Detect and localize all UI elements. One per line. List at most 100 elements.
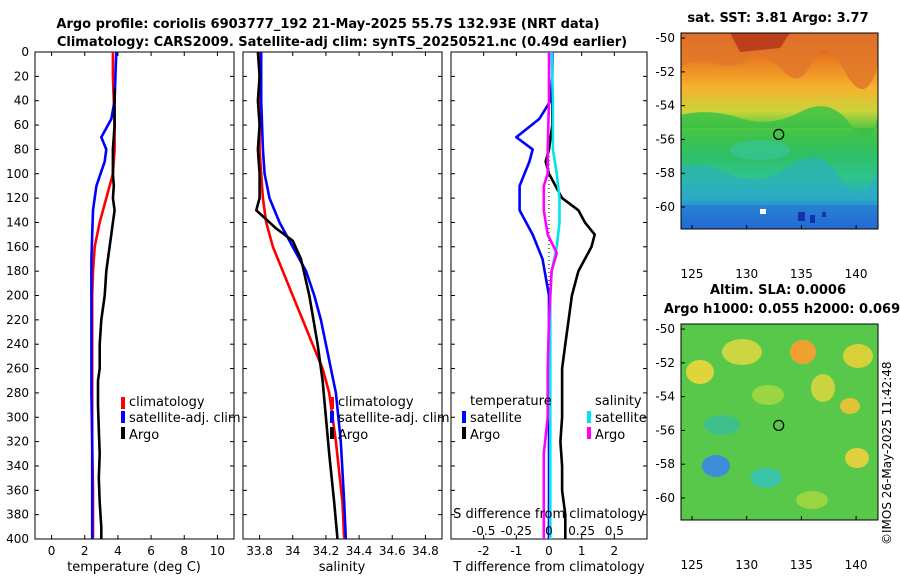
sla-map-frame: [680, 323, 879, 521]
legend-swatch-t-argo: [462, 427, 466, 439]
y-tick-label: 260: [6, 362, 29, 376]
salinity-series: [254, 51, 348, 540]
legend-label-climatology: climatology: [129, 395, 205, 410]
map-y-tick-label: -50: [655, 31, 675, 45]
y-tick-label: 20: [14, 69, 29, 83]
y-tick-label: 320: [6, 435, 29, 449]
map-x-tick-label: 135: [790, 558, 813, 572]
y-tick-label: 200: [6, 289, 29, 303]
x-tick-label: 0: [48, 544, 56, 558]
x-tick-label: 2: [81, 544, 89, 558]
map-x-tick-label: 125: [680, 267, 703, 281]
map-y-tick-label: -60: [655, 491, 675, 505]
y-tick-label: 240: [6, 337, 29, 351]
s-tick-label: -0.5: [472, 524, 495, 538]
legend-label-climatology: climatology: [338, 395, 414, 410]
map-y-tick-label: -50: [655, 322, 675, 336]
sst-map-frame: [680, 32, 879, 230]
y-tick-label: 220: [6, 313, 29, 327]
legend-label-argo: Argo: [129, 428, 159, 443]
x-tick-label: 0: [545, 544, 553, 558]
salinity-x-label: salinity: [319, 560, 366, 575]
series-line-satellite-adj-clim: [90, 51, 118, 539]
legend-label-satellite-adj: satellite-adj. clim: [338, 411, 450, 426]
x-tick-label: 4: [114, 544, 122, 558]
legend-label-s-argo: Argo: [595, 428, 625, 443]
legend-swatch-s-argo: [587, 427, 591, 439]
map-y-tick-label: -58: [655, 457, 675, 471]
legend-swatch-climatology: [330, 397, 334, 409]
sst-profile-marker: [773, 128, 785, 140]
legend-swatch-t-satellite: [462, 411, 466, 423]
y-tick-label: 380: [6, 508, 29, 522]
sla-map-x-ticks: 125 130 135 140: [680, 516, 868, 572]
sla-field: [681, 324, 878, 520]
t-difference-x-label: T difference from climatology: [452, 560, 645, 575]
s-tick-label: 0.25: [568, 524, 595, 538]
y-tick-label: 40: [14, 94, 29, 108]
x-tick-label: -2: [478, 544, 490, 558]
y-tick-label: 140: [6, 215, 29, 229]
sst-map-panel: sat. SST: 3.81 Argo: 3.77 -50-52-54-56-5…: [655, 11, 879, 281]
series-line-satellite-adj-clim: [259, 52, 348, 540]
map-x-tick-label: 125: [680, 558, 703, 572]
s-tick-label: -0.25: [501, 524, 532, 538]
title-line-1: Argo profile: coriolis 6903777_192 21-Ma…: [56, 17, 599, 32]
x-tick-label: 6: [147, 544, 155, 558]
map-y-tick-label: -56: [655, 132, 675, 146]
legend-label-t-satellite: satellite: [470, 411, 522, 426]
sst-map-title: sat. SST: 3.81 Argo: 3.77: [687, 11, 868, 26]
map-y-tick-label: -52: [655, 65, 675, 79]
s-difference-label: S difference from climatology: [453, 507, 645, 522]
temperature-y-ticks: 0 20 40 60 80 100 120 140 160 180 200 220 240 260 280 3…: [6, 45, 234, 546]
x-tick-label: 33.8: [246, 544, 273, 558]
difference-panel: -2 -1 0 1 2 T difference from climatology S …: [450, 51, 648, 575]
sst-map-x-ticks: 125 130 135 140: [680, 225, 868, 281]
x-tick-label: 34.6: [379, 544, 406, 558]
sla-profile-marker: [773, 419, 785, 431]
y-tick-label: 80: [14, 142, 29, 156]
sla-map-panel: Altim. SLA: 0.0006 Argo h1000: 0.055 h20…: [655, 283, 900, 572]
temperature-x-label: temperature (deg C): [67, 560, 201, 575]
series-line-argo: [254, 51, 339, 540]
y-tick-label: 100: [6, 167, 29, 181]
x-tick-label: 8: [180, 544, 188, 558]
x-tick-label: -1: [510, 544, 522, 558]
legend-label-argo: Argo: [338, 428, 368, 443]
y-tick-label: 280: [6, 386, 29, 400]
map-x-tick-label: 130: [735, 558, 758, 572]
x-tick-label: 34: [285, 544, 300, 558]
temperature-plot-frame: [34, 51, 235, 540]
legend-swatch-argo: [330, 427, 334, 439]
y-tick-label: 400: [6, 532, 29, 546]
y-tick-label: 180: [6, 264, 29, 278]
series-line-salinity-satellite: [548, 51, 561, 539]
map-y-tick-label: -54: [655, 99, 675, 113]
map-x-tick-label: 130: [735, 267, 758, 281]
legend-label-satellite-adj: satellite-adj. clim: [129, 411, 241, 426]
y-tick-label: 360: [6, 483, 29, 497]
legend-title-temperature: temperature: [470, 394, 552, 409]
series-line-salinity-argo: [542, 52, 559, 539]
s-tick-label: 0.5: [605, 524, 624, 538]
sla-map-title-line-2: Argo h1000: 0.055 h2000: 0.069: [664, 302, 900, 317]
map-y-tick-label: -58: [655, 166, 675, 180]
y-tick-label: 0: [21, 45, 29, 59]
difference-series: [514, 51, 597, 539]
salinity-legend: climatology satellite-adj. clim Argo: [330, 395, 450, 443]
sst-field: [681, 33, 878, 229]
y-tick-label: 120: [6, 191, 29, 205]
legend-label-t-argo: Argo: [470, 428, 500, 443]
map-y-tick-label: -60: [655, 200, 675, 214]
map-x-tick-label: 135: [790, 267, 813, 281]
s-difference-ticks: -0.5 -0.25 0 0.25 0.5: [472, 524, 624, 538]
y-tick-label: 160: [6, 240, 29, 254]
y-tick-label: 340: [6, 459, 29, 473]
sla-map-title-line-1: Altim. SLA: 0.0006: [710, 283, 846, 298]
legend-label-s-satellite: satellite: [595, 411, 647, 426]
x-tick-label: 34.4: [346, 544, 373, 558]
temperature-legend: climatology satellite-adj. clim Argo: [121, 395, 241, 443]
sst-map-y-ticks: -50 -52 -54 -56 -58 -60: [655, 31, 685, 214]
